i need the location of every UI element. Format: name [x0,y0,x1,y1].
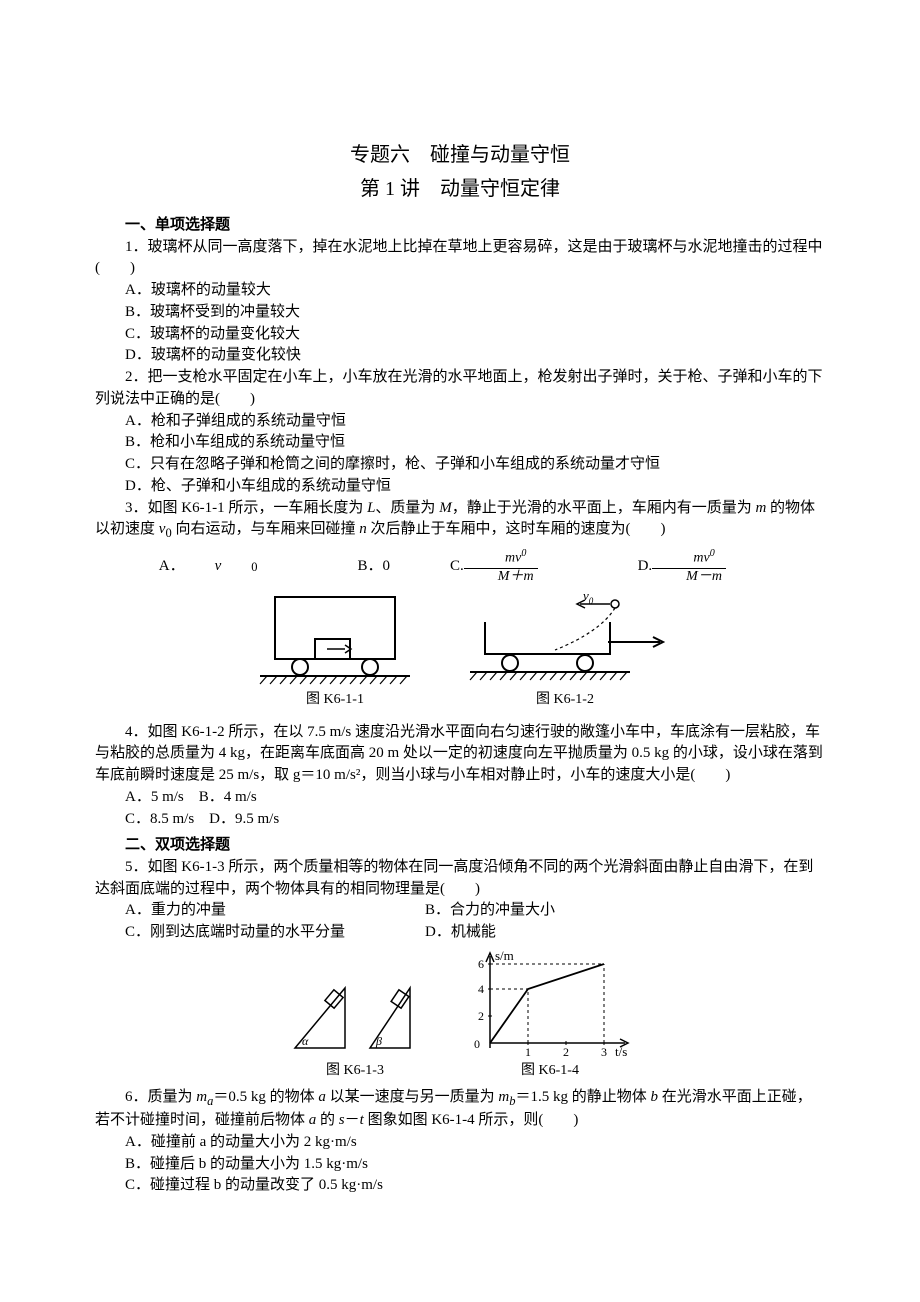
q5-stem: 5．如图 K6-1-3 所示，两个质量相等的物体在同一高度沿倾角不同的两个光滑斜… [95,857,825,901]
q3-opt-a: A．v0 [129,556,258,578]
q2-opt-d: D．枪、子弹和小车组成的系统动量守恒 [95,476,825,498]
q6-opt-a: A．碰撞前 a 的动量大小为 2 kg·m/s [95,1132,825,1154]
inclines-diagram-icon: α β [280,968,430,1058]
svg-text:1: 1 [525,1045,531,1058]
q4-stem: 4．如图 K6-1-2 所示，在以 7.5 m/s 速度沿光滑水平面向右匀速行驶… [95,722,825,787]
svg-text:2: 2 [563,1045,569,1058]
q5-opt-c: C．刚到达底端时动量的水平分量 [95,922,395,944]
q5-opt-d: D．机械能 [395,922,825,944]
figure-k6-1-4: s/m t/s 0 2 4 6 1 2 3 图 K6-1-4 [460,948,640,1081]
title-sub: 第 1 讲 动量守恒定律 [95,174,825,204]
fig2-caption: 图 K6-1-2 [536,689,594,710]
figure-k6-1-3: α β 图 K6-1-3 [280,968,430,1081]
q1-opt-c: C．玻璃杯的动量变化较大 [95,324,825,346]
q5-opt-a: A．重力的冲量 [95,900,395,922]
q3-options: A．v0 B．0 C. mv0 M＋m D. mv0 M－m [95,548,825,585]
q5-opts-row1: A．重力的冲量 B．合力的冲量大小 [95,900,825,922]
svg-text:β: β [375,1034,382,1048]
q4-opts-line2: C．8.5 m/s D．9.5 m/s [95,809,825,831]
svg-text:0: 0 [474,1037,480,1051]
section-2-header: 二、双项选择题 [95,834,825,857]
q2-opt-b: B．枪和小车组成的系统动量守恒 [95,432,825,454]
section-1-header: 一、单项选择题 [95,214,825,237]
figures-q3: 图 K6-1-1 v0 图 K6-1 [95,592,825,710]
svg-text:s/m: s/m [495,948,514,963]
q2-opt-a: A．枪和子弹组成的系统动量守恒 [95,411,825,433]
q5-opt-b: B．合力的冲量大小 [395,900,825,922]
q3-stem: 3．如图 K6-1-1 所示，一车厢长度为 L、质量为 M，静止于光滑的水平面上… [95,498,825,543]
q4-opts-line1: A．5 m/s B．4 m/s [95,787,825,809]
q5-opts-row2: C．刚到达底端时动量的水平分量 D．机械能 [95,922,825,944]
figures-q5: α β 图 K6-1-3 s/m t/s 0 2 4 6 1 2 3 [95,948,825,1081]
cart-diagram-icon [255,592,415,687]
fig1-caption: 图 K6-1-1 [306,689,364,710]
q2-opt-c: C．只有在忽略子弹和枪筒之间的摩擦时，枪、子弹和小车组成的系统动量才守恒 [95,454,825,476]
q3-opt-c: C. mv0 M＋m [420,548,538,585]
title-main: 专题六 碰撞与动量守恒 [95,140,825,170]
svg-text:6: 6 [478,957,484,971]
svg-text:2: 2 [478,1009,484,1023]
q3-opt-d: D. mv0 M－m [608,548,726,585]
fig4-caption: 图 K6-1-4 [521,1060,579,1081]
q6-opt-b: B．碰撞后 b 的动量大小为 1.5 kg·m/s [95,1154,825,1176]
q1-stem: 1．玻璃杯从同一高度落下，掉在水泥地上比掉在草地上更容易碎，这是由于玻璃杯与水泥… [95,237,825,281]
q1-opt-d: D．玻璃杯的动量变化较快 [95,345,825,367]
q1-opt-b: B．玻璃杯受到的冲量较大 [95,302,825,324]
figure-k6-1-1: 图 K6-1-1 [255,592,415,710]
svg-text:t/s: t/s [615,1044,627,1058]
open-cart-diagram-icon: v0 [465,592,665,687]
svg-text:4: 4 [478,982,484,996]
q6-opt-c: C．碰撞过程 b 的动量改变了 0.5 kg·m/s [95,1175,825,1197]
q3-opt-b: B．0 [328,556,391,578]
figure-k6-1-2: v0 图 K6-1-2 [465,592,665,710]
fig3-caption: 图 K6-1-3 [326,1060,384,1081]
q2-stem: 2．把一支枪水平固定在小车上，小车放在光滑的水平地面上，枪发射出子弹时，关于枪、… [95,367,825,411]
q6-stem: 6．质量为 ma＝0.5 kg 的物体 a 以某一速度与另一质量为 mb＝1.5… [95,1087,825,1132]
q1-opt-a: A．玻璃杯的动量较大 [95,280,825,302]
svg-text:α: α [302,1034,309,1048]
st-graph-icon: s/m t/s 0 2 4 6 1 2 3 [460,948,640,1058]
svg-text:3: 3 [601,1045,607,1058]
